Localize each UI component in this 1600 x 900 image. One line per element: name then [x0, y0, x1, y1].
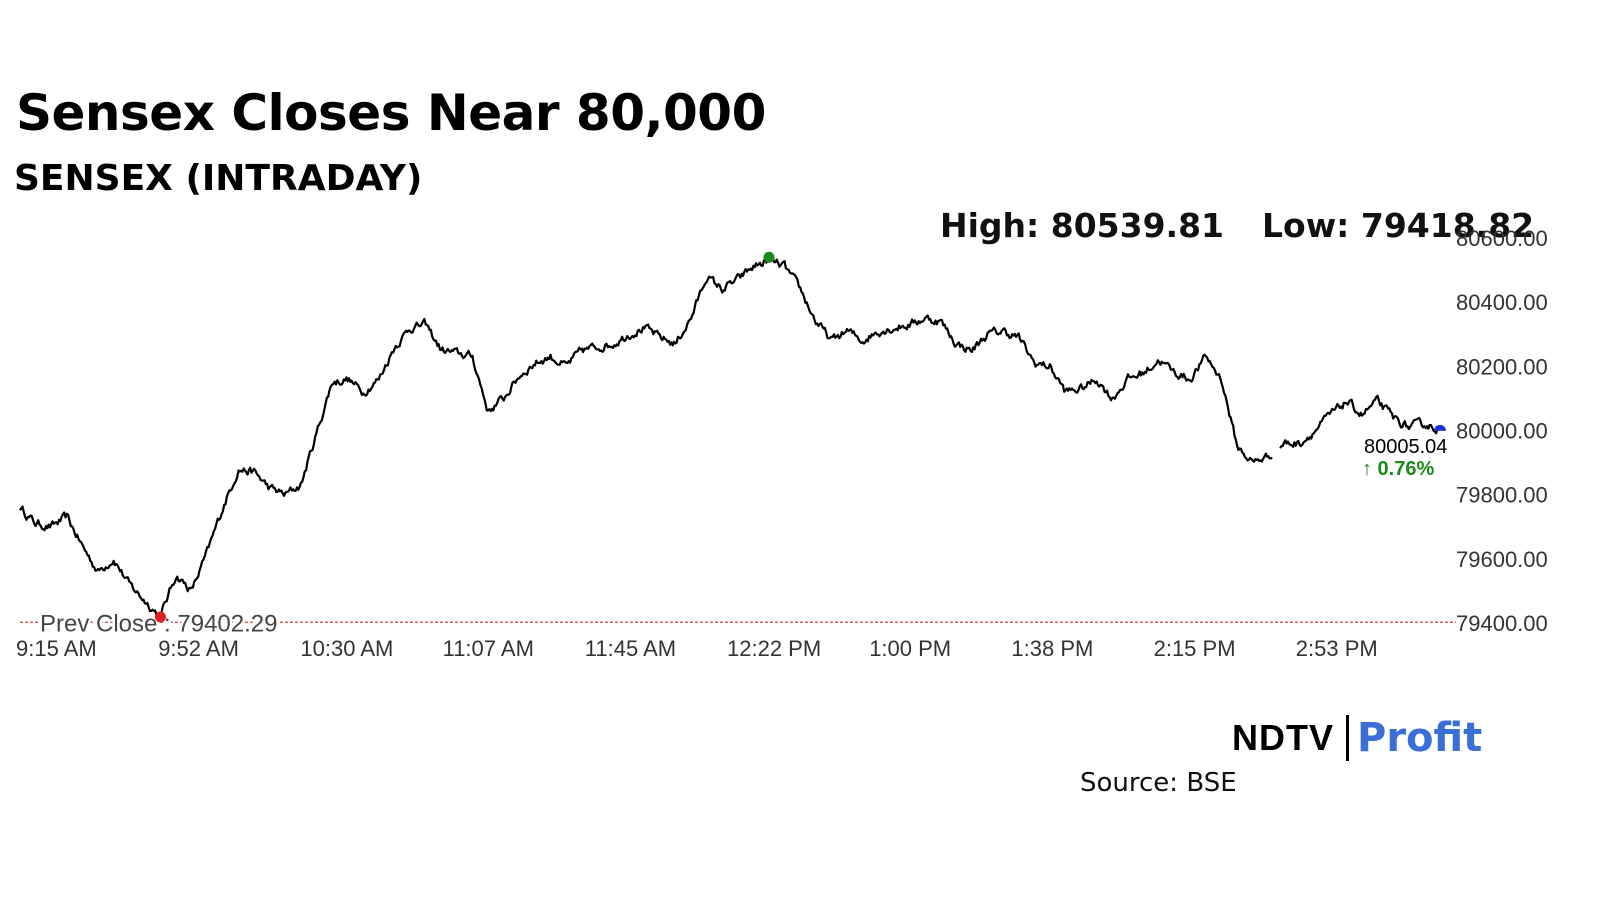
y-tick-label: 80400.00 [1456, 290, 1548, 315]
ndtv-profit-logo: NDTV Profit [1232, 712, 1482, 764]
series-line [19, 256, 1441, 620]
high-marker [763, 251, 775, 263]
x-tick-label: 1:00 PM [869, 636, 951, 661]
x-axis-ticks: 9:15 AM 9:52 AM 10:30 AM 11:07 AM 11:45 AM 12… [16, 636, 1378, 661]
x-tick-label: 9:52 AM [158, 636, 239, 661]
source-label: Source: BSE [1080, 768, 1237, 798]
last-value-marker [1434, 424, 1446, 431]
y-tick-label: 79800.00 [1456, 483, 1548, 508]
logo-profit-text: Profit [1357, 715, 1483, 761]
high-label: High: 80539.81 [940, 206, 1224, 245]
x-tick-label: 11:45 AM [585, 636, 676, 661]
y-tick-label: 79400.00 [1456, 611, 1548, 636]
prev-close-group: Prev Close : 79402.29 [20, 608, 1456, 640]
low-label: Low: 79418.82 [1262, 206, 1535, 245]
logo-ndtv-text: NDTV [1232, 717, 1334, 758]
change-percent-label: ↑ 0.76% [1362, 458, 1434, 480]
x-tick-label: 2:53 PM [1296, 636, 1378, 661]
logo-divider [1346, 715, 1349, 761]
low-marker [154, 611, 166, 623]
last-value-label: 80005.04 [1364, 436, 1447, 458]
y-tick-label: 80000.00 [1456, 419, 1548, 444]
y-axis-ticks: 79400.00 79600.00 79800.00 80000.00 80200.00… [1456, 226, 1548, 636]
y-tick-label: 80200.00 [1456, 354, 1548, 379]
x-tick-label: 9:15 AM [16, 636, 97, 661]
y-tick-label: 80600.00 [1456, 226, 1548, 251]
chart-subtitle: SENSEX (INTRADAY) [14, 158, 423, 199]
x-tick-label: 10:30 AM [300, 636, 393, 661]
x-tick-label: 12:22 PM [727, 636, 821, 661]
y-tick-label: 79600.00 [1456, 547, 1548, 572]
x-tick-label: 2:15 PM [1154, 636, 1236, 661]
headline: Sensex Closes Near 80,000 [16, 84, 766, 142]
x-tick-label: 11:07 AM [443, 636, 534, 661]
x-tick-label: 1:38 PM [1011, 636, 1093, 661]
